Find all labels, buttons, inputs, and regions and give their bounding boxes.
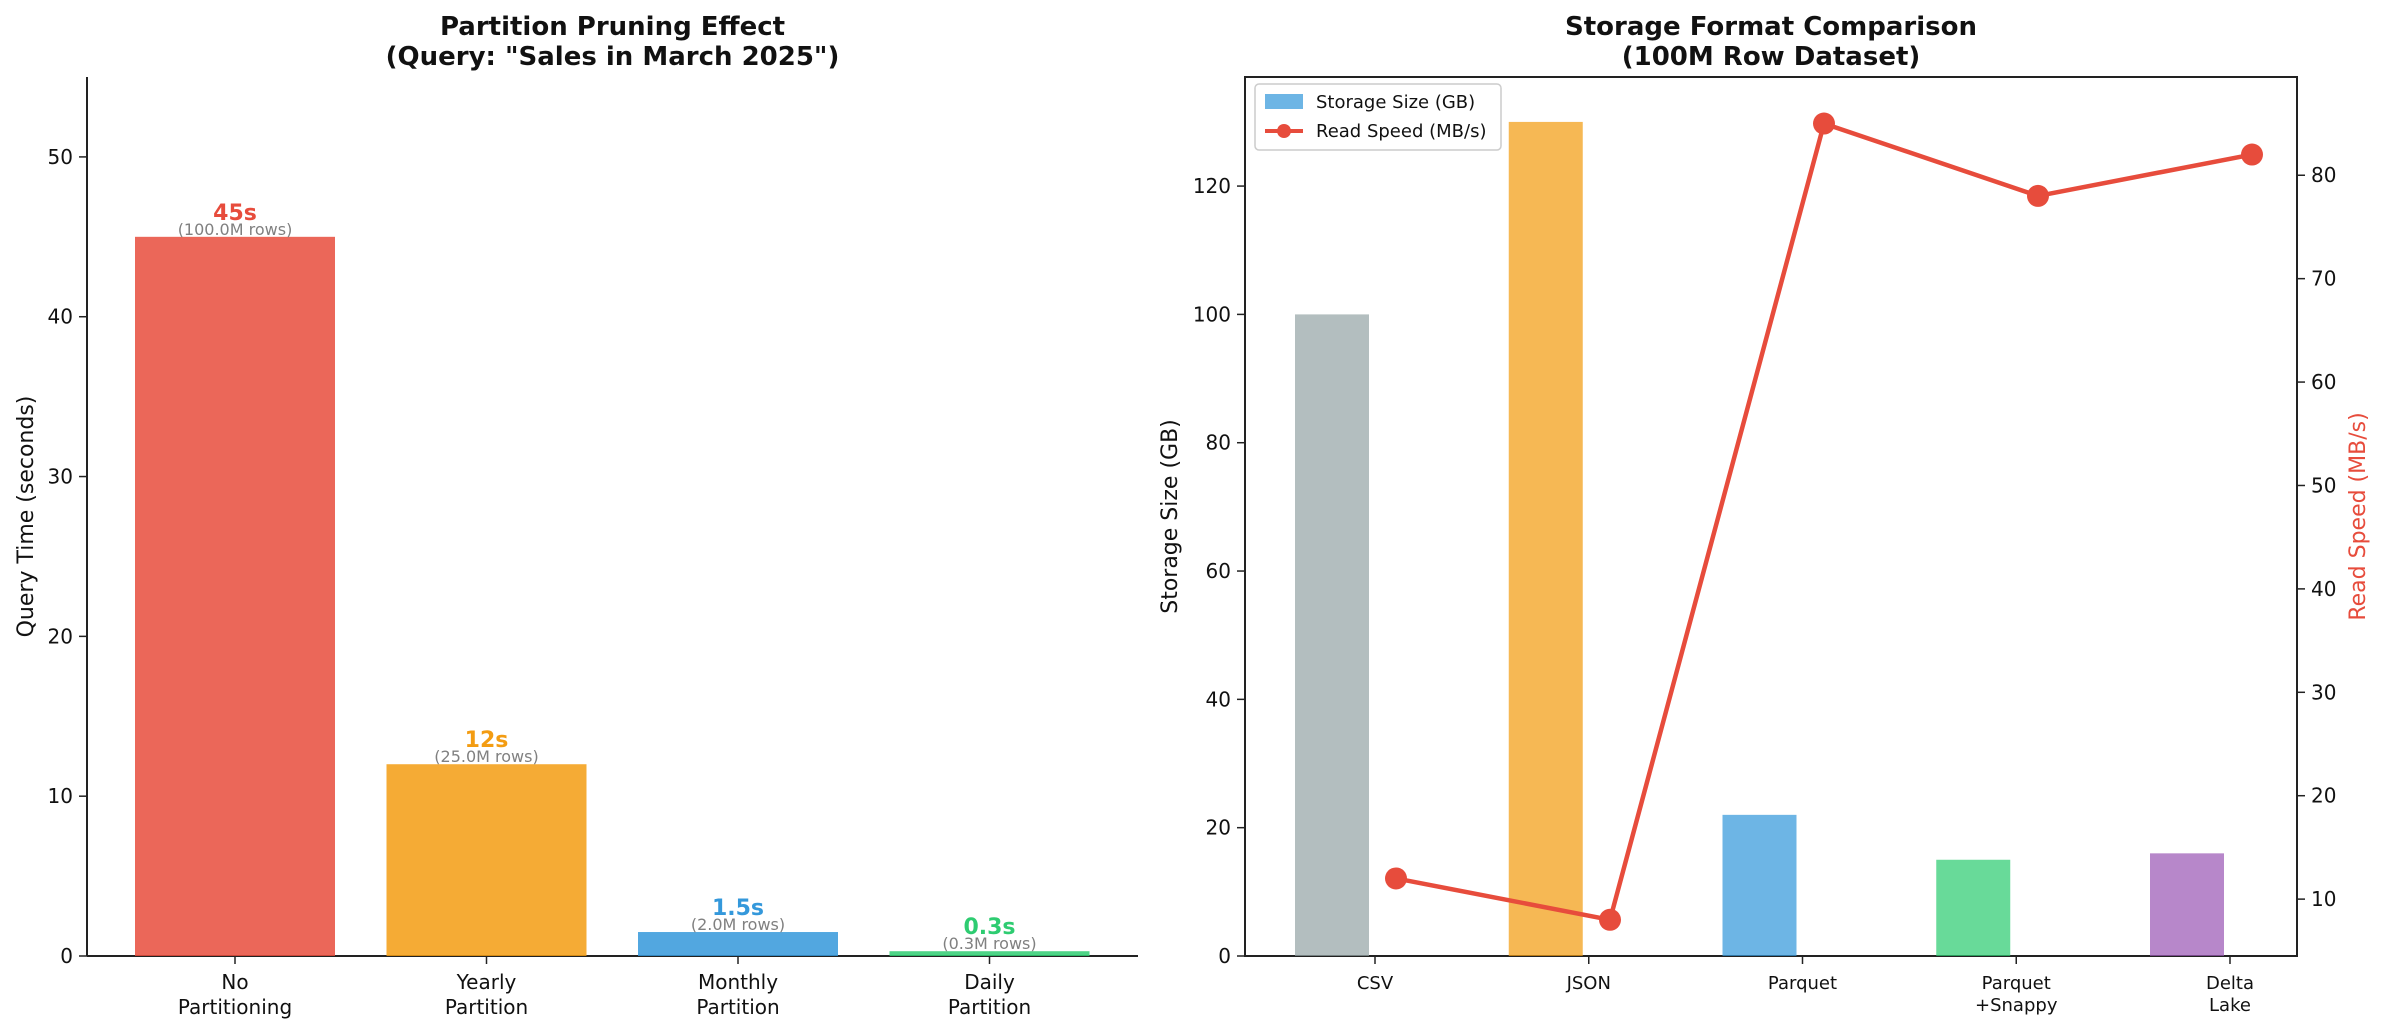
- x-tick-label: +Snappy: [1975, 995, 2058, 1016]
- bar: [2150, 853, 2224, 956]
- y2-tick-label: 40: [2311, 577, 2336, 601]
- x-tick-label: Partition: [445, 995, 528, 1019]
- x-tick-label: Partition: [696, 995, 779, 1019]
- x-tick-label: Monthly: [698, 970, 778, 994]
- x-tick-label: JSON: [1566, 973, 1611, 994]
- read-speed-point: [2027, 184, 2049, 207]
- bar-row-count-label: (25.0M rows): [434, 747, 538, 766]
- y2-tick-label: 70: [2311, 267, 2336, 291]
- y-tick-label: 0: [1218, 944, 1231, 968]
- chart-title-line-1: Partition Pruning Effect: [440, 12, 785, 42]
- chart-title-line-2: (Query: "Sales in March 2025"): [386, 42, 840, 72]
- storage-format-chart-svg: Storage Format Comparison(100M Row Datas…: [1158, 12, 2371, 1016]
- partition-pruning-chart: Partition Pruning Effect (Query: "Sales i…: [0, 0, 1160, 1030]
- bar: [889, 951, 1090, 956]
- y-tick-label: 100: [1193, 302, 1231, 326]
- bar-value-label: 0.3s: [963, 915, 1015, 940]
- bar: [1936, 859, 2011, 956]
- read-speed-point: [1385, 867, 1407, 890]
- legend-swatch-storage: [1265, 94, 1303, 109]
- y-axis-label: Query Time (seconds): [14, 396, 39, 638]
- x-tick-label: No: [221, 970, 248, 994]
- chart-title-line-2: (100M Row Dataset): [1622, 42, 1921, 72]
- x-tick-label: Parquet: [1982, 973, 2051, 994]
- bar: [1508, 121, 1583, 956]
- y-tick-label: 10: [48, 784, 73, 808]
- legend: Storage Size (GB) Read Speed (MB/s): [1254, 83, 1502, 151]
- bar-value-label: 12s: [465, 728, 509, 753]
- chart-title-line-1: Storage Format Comparison: [1565, 12, 1977, 42]
- bar-row-count-label: (2.0M rows): [691, 915, 785, 934]
- y-tick-label: 50: [48, 145, 73, 169]
- y-tick-label: 120: [1193, 174, 1231, 198]
- bar-row-count-label: (0.3M rows): [942, 934, 1036, 953]
- storage-format-chart: Storage Format Comparison (100M Row Datas…: [1158, 0, 2386, 1030]
- y2-tick-label: 20: [2311, 784, 2336, 808]
- x-tick-label: Yearly: [456, 970, 517, 994]
- y2-axis-label: Read Speed (MB/s): [2346, 412, 2371, 620]
- y-tick-label: 60: [1206, 559, 1231, 583]
- bar-row-count-label: (100.0M rows): [178, 220, 293, 239]
- y-tick-label: 30: [48, 465, 73, 489]
- y-axis-label: Storage Size (GB): [1160, 419, 1183, 614]
- bar: [135, 236, 335, 956]
- bar: [1722, 814, 1797, 956]
- y2-tick-label: 50: [2311, 473, 2336, 497]
- bar-value-label: 1.5s: [712, 896, 764, 921]
- partition-pruning-chart-svg: Partition Pruning Effect(Query: "Sales i…: [14, 12, 1138, 1019]
- read-speed-point: [1813, 112, 1835, 135]
- x-tick-label: Lake: [2209, 995, 2251, 1016]
- y-tick-label: 40: [48, 305, 73, 329]
- x-tick-label: Partition: [948, 995, 1031, 1019]
- y2-tick-label: 30: [2311, 680, 2336, 704]
- y-tick-label: 20: [48, 624, 73, 648]
- y-tick-label: 20: [1206, 816, 1231, 840]
- legend-label-read-speed: Read Speed (MB/s): [1316, 121, 1486, 142]
- x-tick-label: Daily: [964, 970, 1015, 994]
- y2-tick-label: 80: [2311, 163, 2336, 187]
- read-speed-point: [1599, 908, 1621, 931]
- legend-label-storage: Storage Size (GB): [1316, 92, 1475, 113]
- bar-value-label: 45s: [213, 201, 257, 226]
- y2-tick-label: 60: [2311, 370, 2336, 394]
- y-tick-label: 40: [1206, 687, 1231, 711]
- x-tick-label: CSV: [1357, 973, 1394, 994]
- x-tick-label: Partitioning: [178, 995, 292, 1019]
- bar: [1295, 314, 1369, 956]
- x-tick-label: Delta: [2206, 973, 2254, 994]
- legend-box: [1254, 83, 1502, 151]
- y-tick-label: 0: [60, 944, 73, 968]
- bar: [386, 764, 587, 956]
- legend-marker-read-speed: [1277, 124, 1291, 138]
- y-tick-label: 80: [1206, 431, 1231, 455]
- x-tick-label: Parquet: [1768, 973, 1837, 994]
- read-speed-point: [2241, 143, 2263, 166]
- y2-tick-label: 10: [2311, 887, 2336, 911]
- bar: [638, 932, 838, 956]
